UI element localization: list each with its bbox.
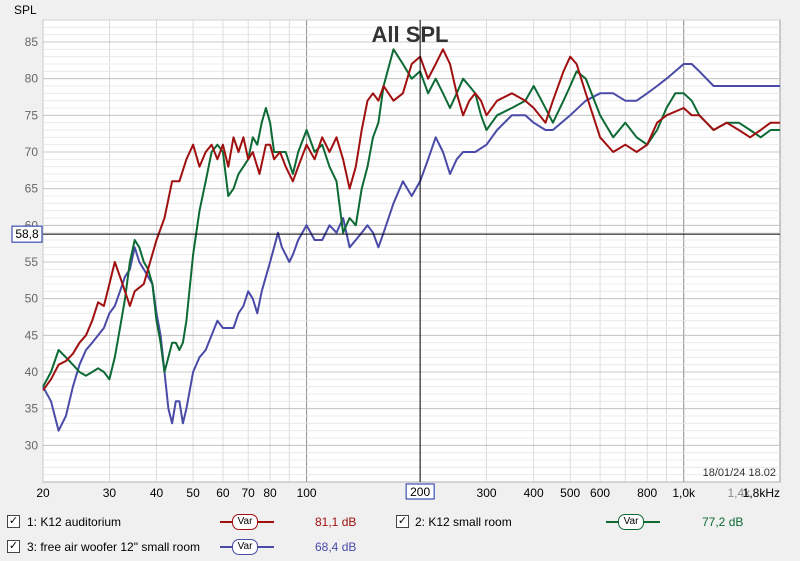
y-tick-label: 85: [25, 35, 39, 49]
cursor-y-readout: 58,8: [15, 227, 39, 241]
axis-ticks: 20 30 40 50 60 70 80 100 300 400 500 600 800 1,0k 1,4k…: [25, 35, 780, 500]
cursor-y-readout-box[interactable]: [11, 225, 43, 243]
series-3-var-button[interactable]: Var: [232, 539, 258, 555]
legend-item-label: 2: K12 small room: [415, 515, 512, 529]
x-tick-label: 400: [524, 486, 544, 500]
y-tick-label: 65: [25, 182, 39, 196]
x-tick-label: 300: [477, 486, 497, 500]
legend: ✓ 1: K12 auditorium Var 81,1 dB ✓ 2: K12…: [0, 505, 800, 561]
x-tick-label: 40: [150, 486, 164, 500]
legend-row-2: ✓ 3: free air woofer 12" small room Var …: [0, 536, 800, 558]
y-tick-label: 35: [25, 402, 39, 416]
series-1-level: 81,1 dB: [315, 515, 357, 529]
cursor-x-readout-box[interactable]: [405, 483, 435, 500]
legend-row-1: ✓ 1: K12 auditorium Var 81,1 dB ✓ 2: K12…: [0, 511, 800, 533]
x-tick-label: 1,4k: [727, 486, 751, 500]
chart-title: All SPL: [371, 22, 448, 47]
x-tick-label: 800: [637, 486, 657, 500]
x-tick-label: 50: [186, 486, 200, 500]
x-tick-label: 1,8kHz: [743, 486, 780, 500]
series-line: [42, 48, 780, 388]
y-tick-label: 45: [25, 328, 39, 342]
y-tick-label: 50: [25, 292, 39, 306]
x-tick-label: 1,0k: [672, 486, 696, 500]
series-1-var-button[interactable]: Var: [232, 514, 258, 530]
x-tick-label: 100: [297, 486, 317, 500]
x-tick-label: 20: [36, 486, 50, 500]
spl-chart: 20 30 40 50 60 70 80 100 300 400 500 600 800 1,0k 1,4k…: [11, 3, 781, 500]
y-tick-label: 70: [25, 145, 39, 159]
x-tick-label: 30: [103, 486, 117, 500]
series-2-checkbox[interactable]: ✓: [396, 515, 409, 528]
legend-item-label: 1: K12 auditorium: [27, 515, 122, 529]
legend-item-label: 3: free air woofer 12" small room: [27, 540, 200, 554]
x-tick-label: 70: [242, 486, 256, 500]
x-tick-label: 60: [216, 486, 230, 500]
series-1-checkbox[interactable]: ✓: [7, 515, 20, 528]
y-tick-label: 80: [25, 72, 39, 86]
grid: [42, 19, 780, 483]
y-tick-label: 40: [25, 365, 39, 379]
x-tick-label: 500: [560, 486, 580, 500]
x-tick-label: 80: [263, 486, 277, 500]
timestamp: 18/01/24 18.02: [703, 467, 776, 479]
plot-background: [42, 19, 781, 483]
series-line: [42, 48, 780, 391]
series-2-var-button[interactable]: Var: [618, 514, 644, 530]
series-lines: [42, 48, 780, 432]
y-tick-label: 75: [25, 108, 39, 122]
y-axis-label: SPL: [14, 3, 37, 17]
crosshair-cursor[interactable]: 58,8 200: [11, 20, 780, 500]
series-3-level: 68,4 dB: [315, 540, 357, 554]
series-2-level: 77,2 dB: [702, 515, 744, 529]
cursor-x-readout: 200: [410, 485, 430, 499]
series-3-checkbox[interactable]: ✓: [7, 540, 20, 553]
y-tick-label: 55: [25, 255, 39, 269]
y-tick-label: 30: [25, 438, 39, 452]
x-tick-label: 600: [590, 486, 610, 500]
